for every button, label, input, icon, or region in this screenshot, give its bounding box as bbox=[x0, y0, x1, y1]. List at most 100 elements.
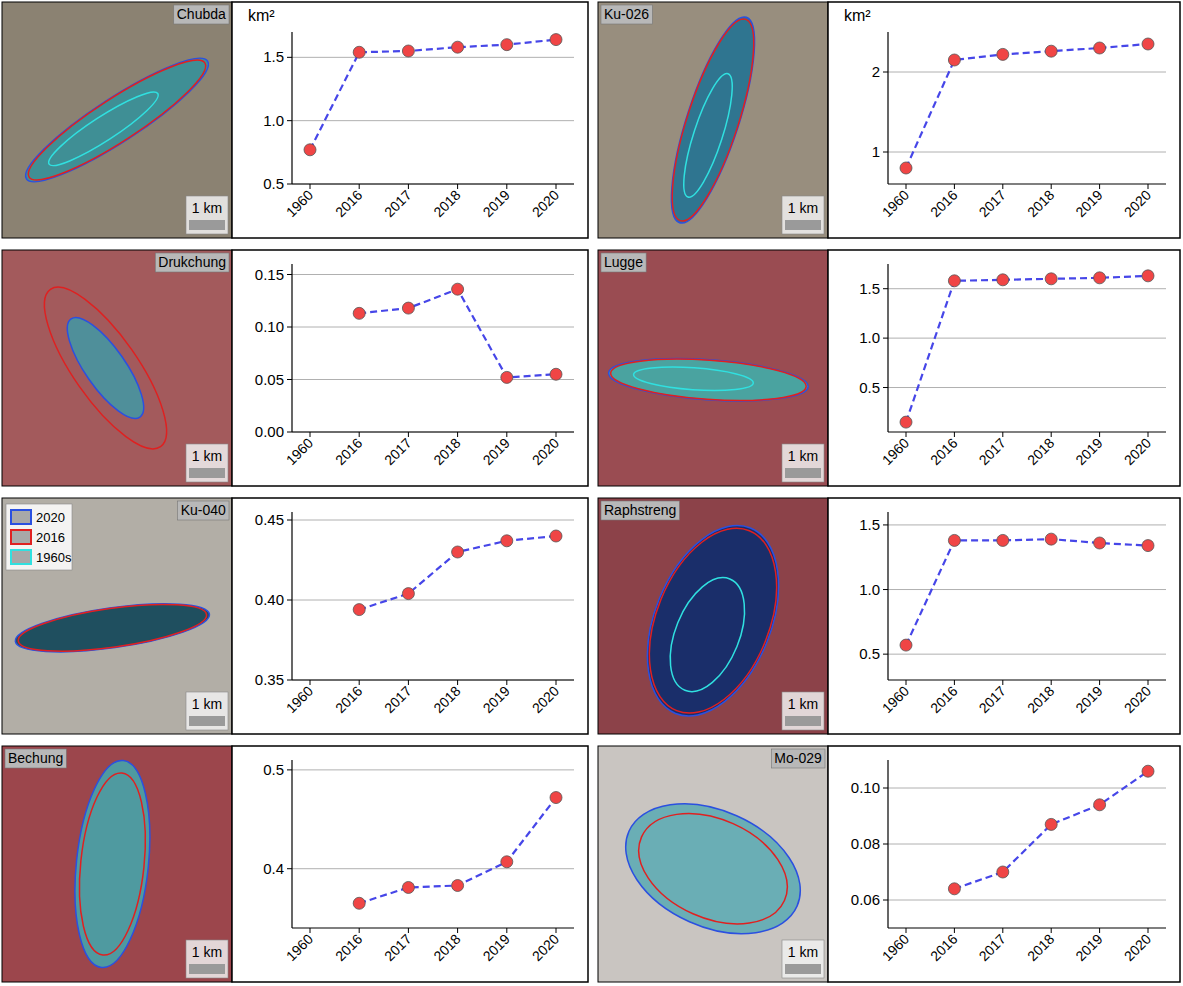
x-tick bbox=[1148, 432, 1149, 437]
x-tick bbox=[954, 680, 955, 685]
scale-label: 1 km bbox=[192, 944, 222, 960]
map-legend: 202020161960s bbox=[6, 504, 72, 570]
scale-label: 1 km bbox=[192, 200, 222, 216]
lake-name: Mo-029 bbox=[774, 750, 822, 766]
outline-2016 bbox=[624, 510, 801, 732]
image-ground bbox=[598, 2, 828, 238]
y-tick bbox=[287, 274, 292, 275]
image-ground bbox=[2, 250, 232, 486]
y-tick-label: 1 bbox=[872, 143, 880, 160]
plot-data bbox=[353, 283, 562, 383]
data-point bbox=[1142, 270, 1154, 282]
scale-bar bbox=[189, 716, 225, 726]
data-point bbox=[900, 416, 912, 428]
chart-panel: 0.51.01.5196020162017201820192020 bbox=[828, 250, 1180, 486]
lake-image: Ku-0261 km bbox=[598, 2, 828, 238]
data-point bbox=[1142, 540, 1154, 552]
legend-box bbox=[6, 504, 72, 570]
grid-line bbox=[888, 589, 1166, 590]
lake-name: Chubda bbox=[177, 6, 226, 22]
x-tick-label: 2017 bbox=[381, 931, 414, 964]
data-point bbox=[452, 880, 464, 892]
x-tick bbox=[457, 184, 458, 189]
grid-line bbox=[888, 387, 1166, 388]
x-tick bbox=[1148, 184, 1149, 189]
data-point bbox=[550, 792, 562, 804]
series-line bbox=[359, 289, 556, 377]
x-tick bbox=[954, 928, 955, 933]
y-axis bbox=[887, 264, 888, 432]
plot-data bbox=[353, 792, 562, 910]
x-tick bbox=[954, 432, 955, 437]
y-tick bbox=[287, 57, 292, 58]
x-tick-label: 2017 bbox=[381, 187, 414, 220]
scale-box bbox=[186, 444, 228, 482]
x-tick-label: 2020 bbox=[1121, 187, 1154, 220]
grid-line bbox=[888, 338, 1166, 339]
data-point bbox=[1045, 273, 1057, 285]
y-tick bbox=[883, 387, 888, 388]
x-tick-label: 1960 bbox=[879, 187, 912, 220]
x-axis bbox=[292, 927, 574, 928]
grid-line bbox=[292, 600, 574, 601]
y-tick bbox=[287, 769, 292, 770]
y-axis bbox=[291, 32, 292, 184]
legend-label: 2020 bbox=[36, 510, 65, 525]
x-axis bbox=[292, 183, 574, 184]
y-tick-label: 0.5 bbox=[263, 761, 284, 778]
x-tick-label: 2018 bbox=[430, 931, 463, 964]
x-tick-label: 1960 bbox=[283, 187, 316, 220]
outline-2020 bbox=[655, 9, 771, 230]
grid-line bbox=[292, 327, 574, 328]
x-tick-label: 2017 bbox=[976, 931, 1009, 964]
x-tick-label: 2016 bbox=[927, 435, 960, 468]
data-point bbox=[997, 274, 1009, 286]
x-tick bbox=[457, 928, 458, 933]
x-tick bbox=[408, 184, 409, 189]
y-tick-label: 1.0 bbox=[859, 329, 880, 346]
x-tick bbox=[408, 432, 409, 437]
y-tick-label: 0.08 bbox=[851, 835, 880, 852]
x-tick-label: 2016 bbox=[927, 187, 960, 220]
y-tick-label: 0.10 bbox=[255, 318, 284, 335]
x-tick bbox=[1051, 928, 1052, 933]
outline-1960s bbox=[633, 364, 754, 394]
plot-data bbox=[304, 34, 562, 156]
data-point bbox=[1045, 45, 1057, 57]
outline-2016 bbox=[16, 595, 210, 660]
data-point bbox=[353, 307, 365, 319]
y-tick bbox=[883, 844, 888, 845]
lake-name: Ku-040 bbox=[181, 502, 226, 518]
image-frame bbox=[598, 250, 828, 486]
x-axis bbox=[292, 679, 574, 680]
grid-line bbox=[888, 844, 1166, 845]
panel-frame bbox=[232, 2, 588, 238]
scale-label: 1 km bbox=[788, 448, 818, 464]
x-tick bbox=[1051, 432, 1052, 437]
chart-panel: 0.51.01.5196020162017201820192020 bbox=[828, 498, 1180, 734]
y-axis bbox=[887, 760, 888, 928]
data-point bbox=[353, 897, 365, 909]
legend-swatch bbox=[11, 510, 31, 524]
x-tick-label: 2020 bbox=[529, 683, 562, 716]
y-tick bbox=[287, 680, 292, 681]
grid-line bbox=[888, 524, 1166, 525]
chart-panel: 12196020162017201820192020km² bbox=[828, 2, 1180, 238]
x-tick-label: 2020 bbox=[1121, 435, 1154, 468]
image-ground bbox=[2, 498, 232, 734]
y-tick bbox=[287, 379, 292, 380]
lake-name-box bbox=[601, 501, 679, 520]
y-tick bbox=[883, 900, 888, 901]
x-tick bbox=[954, 184, 955, 189]
outline-1960s bbox=[655, 567, 759, 702]
y-tick bbox=[883, 654, 888, 655]
data-point bbox=[501, 535, 513, 547]
legend-label: 1960s bbox=[36, 550, 72, 565]
lake-name-box bbox=[155, 253, 229, 272]
outline-2016 bbox=[71, 770, 153, 959]
lake-image: Chubda 1 km bbox=[2, 2, 232, 238]
y-tick-label: 0.5 bbox=[859, 379, 880, 396]
y-axis bbox=[291, 760, 292, 928]
x-tick bbox=[506, 928, 507, 933]
scale-label: 1 km bbox=[192, 696, 222, 712]
